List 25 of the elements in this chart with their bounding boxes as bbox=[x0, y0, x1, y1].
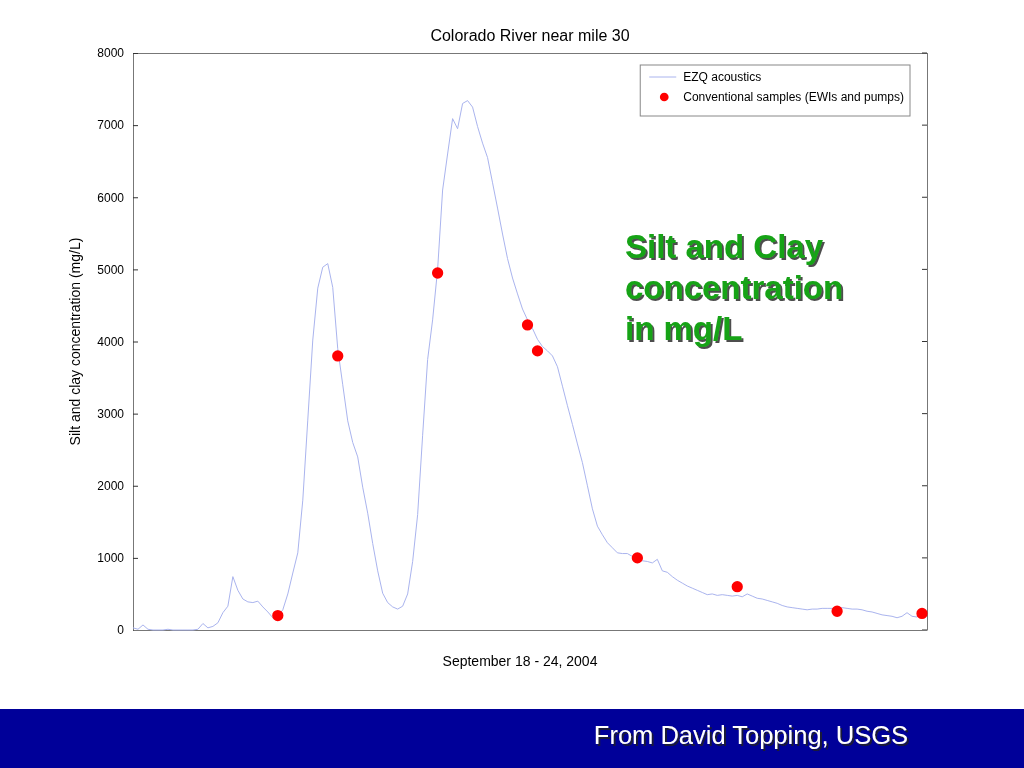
y-tick-label: 6000 bbox=[97, 190, 125, 205]
point bbox=[831, 605, 843, 617]
y-tick-label: 1000 bbox=[97, 551, 125, 566]
y-tick-label: 5000 bbox=[97, 262, 125, 277]
y-tick-label: 2000 bbox=[97, 479, 125, 494]
y-tick-label: 4000 bbox=[97, 334, 125, 349]
annotation: Silt and Clay concentration in mg/L bbox=[625, 228, 844, 347]
point bbox=[916, 607, 928, 620]
text: From David Topping, USGS bbox=[593, 721, 908, 749]
point bbox=[531, 345, 544, 357]
y-tick-label: 3000 bbox=[97, 406, 125, 421]
y-axis-title: Silt and clay concentration (mg/L) bbox=[67, 237, 83, 446]
x-axis-title: September 18 - 24, 2004 bbox=[442, 653, 598, 669]
point bbox=[731, 581, 743, 593]
point bbox=[431, 267, 444, 279]
chart-title: Colorado River near mile 30 bbox=[430, 27, 630, 44]
point bbox=[521, 319, 534, 331]
point bbox=[631, 552, 644, 564]
y-tick-label: 7000 bbox=[97, 118, 125, 133]
y-tick-label: 0 bbox=[117, 623, 125, 638]
legend-label: EZQ acoustics bbox=[683, 70, 762, 84]
y-tick-label: 8000 bbox=[97, 46, 125, 61]
point bbox=[332, 350, 344, 362]
legend-label: Conventional samples (EWIs and pumps) bbox=[683, 90, 904, 104]
point bbox=[272, 609, 284, 622]
